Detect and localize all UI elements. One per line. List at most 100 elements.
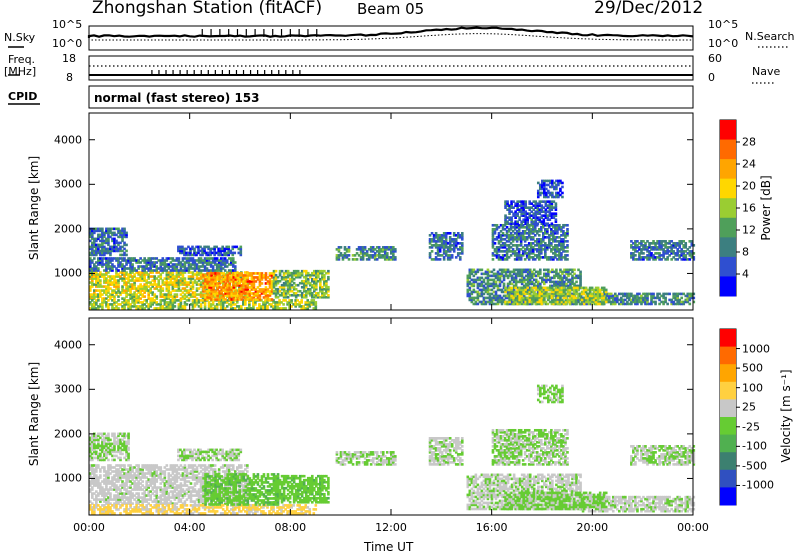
heatmap-cell [195,289,199,292]
heatmap-cell [217,247,220,251]
heatmap-cell [452,250,456,253]
heatmap-cell [428,234,432,237]
heatmap-cell [103,263,106,266]
heatmap-cell [527,227,531,231]
heatmap-cell [183,249,186,253]
heatmap-cell [129,279,132,282]
heatmap-cell [282,275,286,279]
heatmap-cell [490,278,494,282]
heatmap-cell [199,273,203,276]
heatmap-cell [501,244,505,247]
heatmap-cell [555,274,558,278]
heatmap-cell [566,227,569,231]
heatmap-cell [522,212,525,215]
heatmap-cell [507,238,511,241]
heatmap-cell [496,274,500,278]
heatmap-cell [189,281,193,284]
heatmap-cell [546,214,550,218]
heatmap-cell [127,289,130,292]
heatmap-cell [167,293,171,296]
heatmap-cell [642,256,645,259]
heatmap-cell [385,248,389,251]
heatmap-cell [549,300,552,304]
heatmap-cell [559,179,562,183]
heatmap-cell [181,271,185,274]
heatmap-cell [321,295,324,299]
heatmap-cell [550,288,554,292]
heatmap-cell [506,276,510,280]
heatmap-cell [123,307,126,310]
heatmap-cell [183,247,186,251]
heatmap-cell [538,298,542,302]
heatmap-cell [191,287,195,290]
heatmap-cell [226,278,230,281]
heatmap-cell [466,276,470,280]
heatmap-cell [436,246,440,249]
heatmap-cell [495,227,499,231]
heatmap-cell [652,256,655,259]
heatmap-cell [113,249,116,253]
heatmap-cell [143,299,146,302]
heatmap-cell [169,275,173,278]
heatmap-cell [201,301,205,304]
heatmap-cell [206,292,209,295]
heatmap-cell [600,298,604,302]
heatmap-cell [264,290,268,293]
heatmap-cell [536,204,540,207]
heatmap-cell [193,263,197,266]
heatmap-cell [538,212,542,215]
heatmap-cell [95,295,98,298]
heatmap-cell [131,295,134,298]
heatmap-cell [684,250,688,253]
heatmap-cell [522,292,525,296]
heatmap-cell [519,223,523,227]
heatmap-cell [244,271,247,274]
heatmap-cell [101,488,104,491]
heatmap-cell [185,269,189,272]
heatmap-cell [517,248,521,251]
heatmap-cell [527,225,531,229]
heatmap-cell [91,478,94,481]
heatmap-cell [216,288,219,291]
heatmap-cell [440,240,444,243]
heatmap-cell [304,307,308,310]
heatmap-cell [544,232,547,235]
heatmap-cell [127,267,130,270]
heatmap-cell [123,229,126,233]
heatmap-cell [89,233,92,237]
heatmap-cell [314,287,318,291]
heatmap-cell [560,248,563,251]
heatmap-cell [155,301,159,304]
heatmap-cell [520,292,523,296]
heatmap-cell [506,302,509,306]
heatmap-cell [268,290,272,293]
heatmap-cell [466,292,470,296]
heatmap-cell [99,273,102,276]
heatmap-cell [546,210,550,213]
heatmap-cell [95,275,98,278]
heatmap-cell [149,303,153,306]
heatmap-cell [520,210,523,213]
heatmap-cell [680,252,684,255]
heatmap-cell [171,301,175,304]
heatmap-cell [127,285,130,288]
heatmap-cell [517,254,521,257]
heatmap-cell [153,299,157,302]
heatmap-cell [181,291,185,294]
heatmap-cell [95,482,98,485]
heatmap-cell [622,302,625,306]
heatmap-cell [323,281,326,285]
heatmap-cell [438,248,442,251]
heatmap-cell [248,303,251,306]
heatmap-cell [97,251,100,255]
heatmap-cell [666,292,669,296]
heatmap-cell [139,283,142,286]
heatmap-cell [502,286,506,290]
heatmap-cell [317,291,320,295]
heatmap-cell [185,291,189,294]
heatmap-cell [524,300,527,304]
heatmap-cell [495,250,499,253]
heatmap-cell [503,246,507,249]
heatmap-cell [288,277,292,281]
